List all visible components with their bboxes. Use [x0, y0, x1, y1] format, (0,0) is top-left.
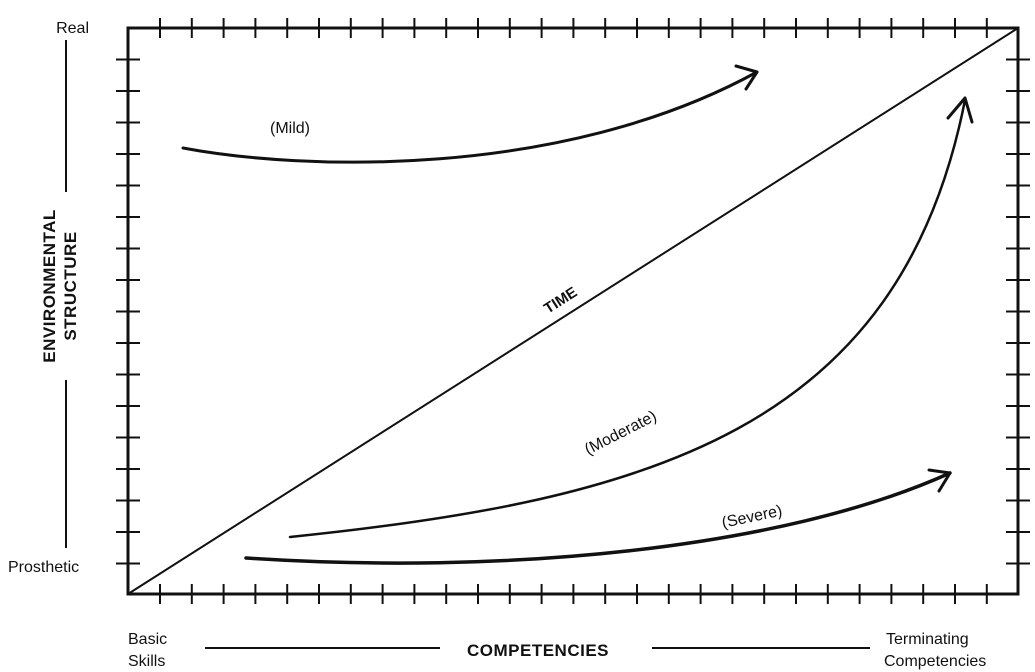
y-axis-title-line1: ENVIRONMENTAL — [40, 209, 59, 363]
moderate-arrowhead — [946, 96, 974, 124]
x-axis-right-label-line2: Competencies — [884, 653, 986, 670]
y-axis-title-line2: STRUCTURE — [61, 231, 80, 340]
y-axis-top-label: Real — [56, 20, 89, 37]
time-label: TIME — [541, 284, 580, 318]
x-axis-left-label-line1: Basic — [128, 631, 167, 648]
moderate-curve — [288, 98, 967, 539]
mild-curve — [181, 70, 759, 164]
y-axis-bottom-label: Prosthetic — [8, 559, 79, 576]
diagram-frame — [126, 26, 1020, 596]
mild-label: (Mild) — [270, 120, 310, 137]
mild-arrowhead — [734, 64, 759, 91]
severe-curve — [244, 471, 952, 565]
x-axis-title: COMPETENCIES — [467, 641, 609, 660]
x-axis-left-label-line2: Skills — [128, 653, 165, 670]
x-axis-right-label-line1: Terminating — [886, 631, 969, 648]
severe-arrowhead — [927, 468, 952, 493]
time-diagonal-line — [127, 27, 1019, 595]
moderate-label: (Moderate) — [582, 408, 659, 459]
